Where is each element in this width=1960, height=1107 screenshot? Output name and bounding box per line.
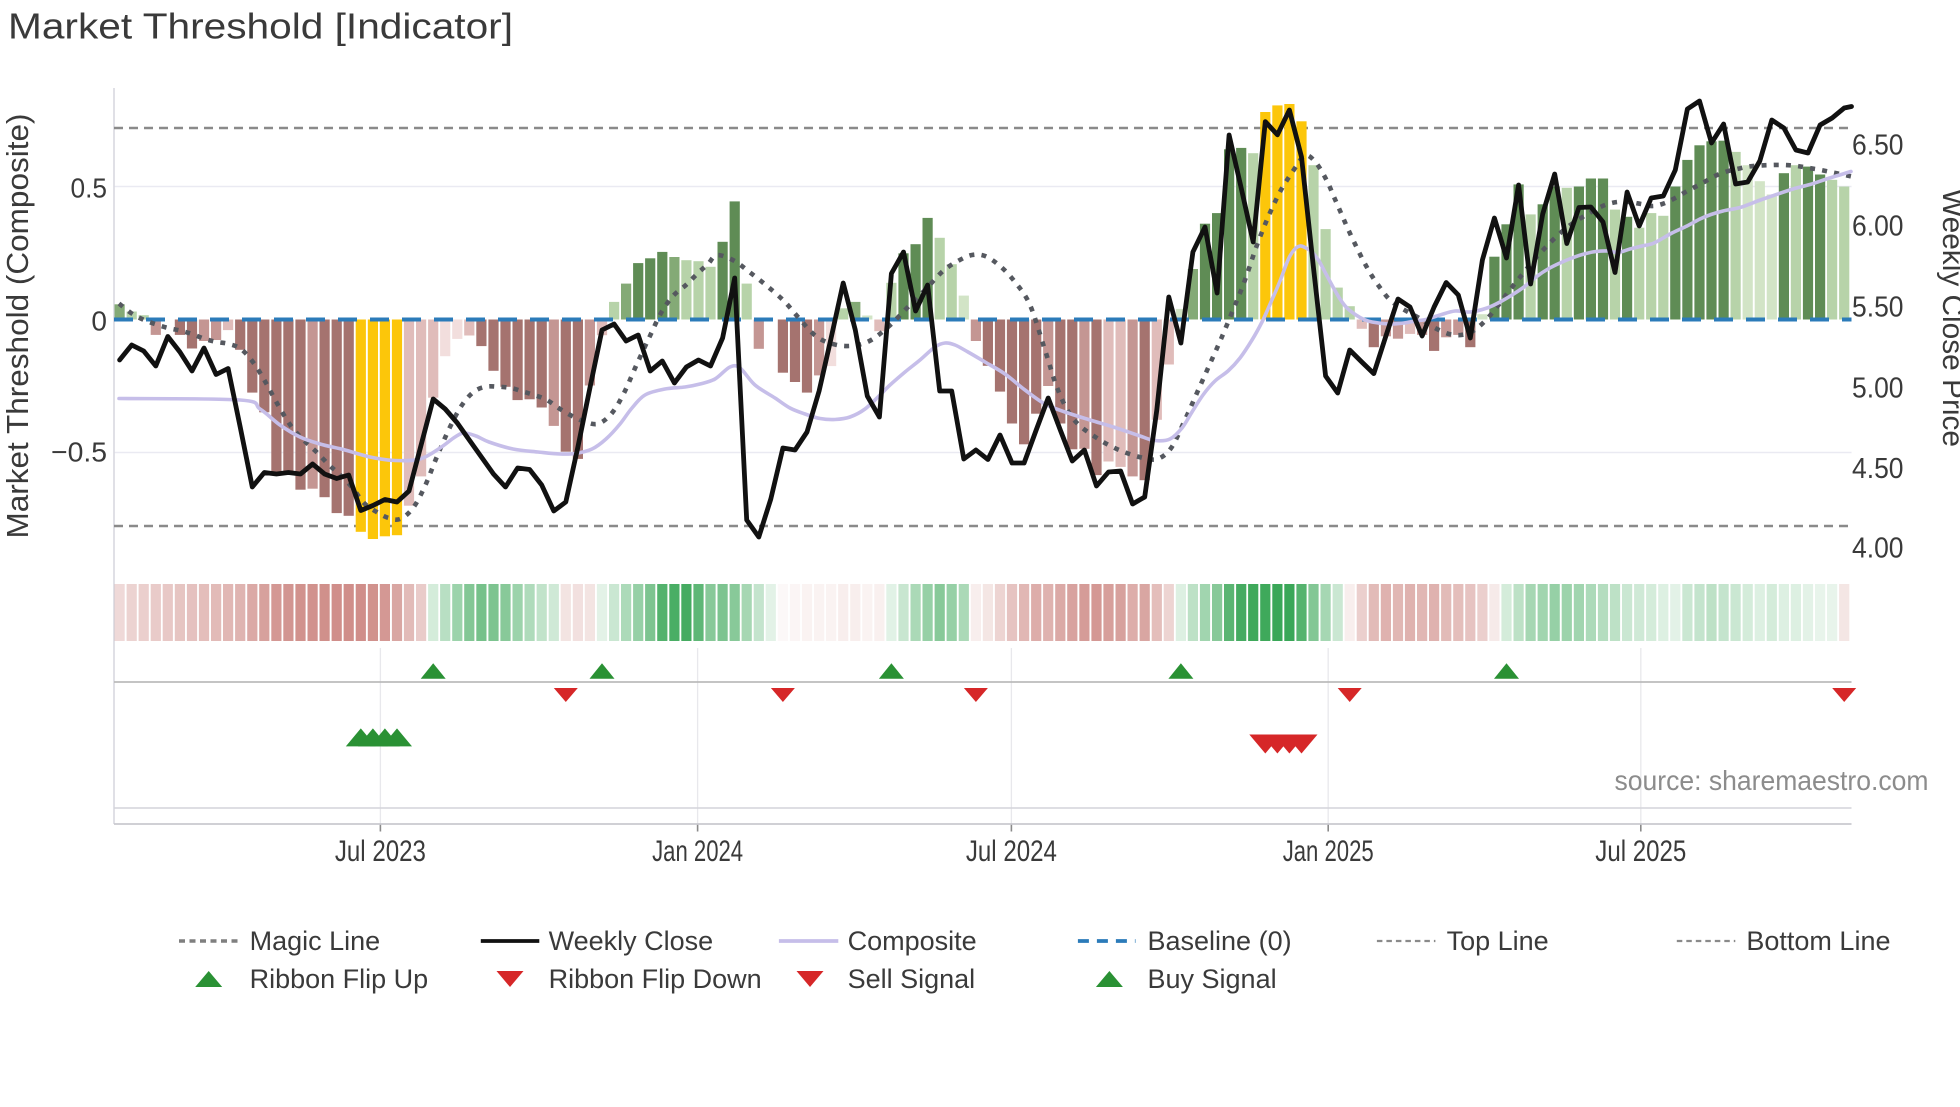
svg-text:4.00: 4.00 — [1852, 533, 1904, 565]
svg-text:6.00: 6.00 — [1852, 211, 1904, 243]
svg-text:Ribbon Flip Down: Ribbon Flip Down — [549, 964, 762, 994]
svg-text:Baseline (0): Baseline (0) — [1148, 926, 1292, 956]
svg-text:Magic Line: Magic Line — [250, 926, 381, 956]
svg-text:Sell Signal: Sell Signal — [848, 964, 976, 994]
svg-text:Weekly Close: Weekly Close — [549, 926, 714, 956]
svg-text:Composite: Composite — [848, 926, 977, 956]
svg-text:5.50: 5.50 — [1852, 292, 1904, 324]
svg-text:−0.5: −0.5 — [51, 437, 107, 468]
svg-text:Market Threshold (Composite): Market Threshold (Composite) — [0, 114, 35, 539]
svg-text:0.5: 0.5 — [71, 173, 108, 204]
svg-text:Jan 2025: Jan 2025 — [1283, 835, 1374, 868]
svg-text:Jul 2024: Jul 2024 — [966, 835, 1057, 868]
svg-text:Jul 2025: Jul 2025 — [1595, 835, 1686, 868]
svg-text:Bottom Line: Bottom Line — [1746, 926, 1890, 956]
svg-text:Weekly Close Price: Weekly Close Price — [1936, 189, 1960, 447]
svg-text:5.00: 5.00 — [1852, 373, 1904, 405]
svg-text:source: sharemaestro.com: source: sharemaestro.com — [1615, 765, 1929, 796]
svg-text:6.50: 6.50 — [1852, 130, 1904, 162]
svg-text:4.50: 4.50 — [1852, 453, 1904, 485]
svg-text:Buy Signal: Buy Signal — [1148, 964, 1277, 994]
svg-text:0: 0 — [91, 306, 107, 337]
svg-text:Jan 2024: Jan 2024 — [652, 835, 743, 868]
svg-text:Ribbon Flip Up: Ribbon Flip Up — [250, 964, 429, 994]
svg-text:Market Threshold [Indicator]: Market Threshold [Indicator] — [8, 6, 513, 47]
svg-text:Jul 2023: Jul 2023 — [335, 835, 426, 868]
svg-text:Top Line: Top Line — [1447, 926, 1549, 956]
